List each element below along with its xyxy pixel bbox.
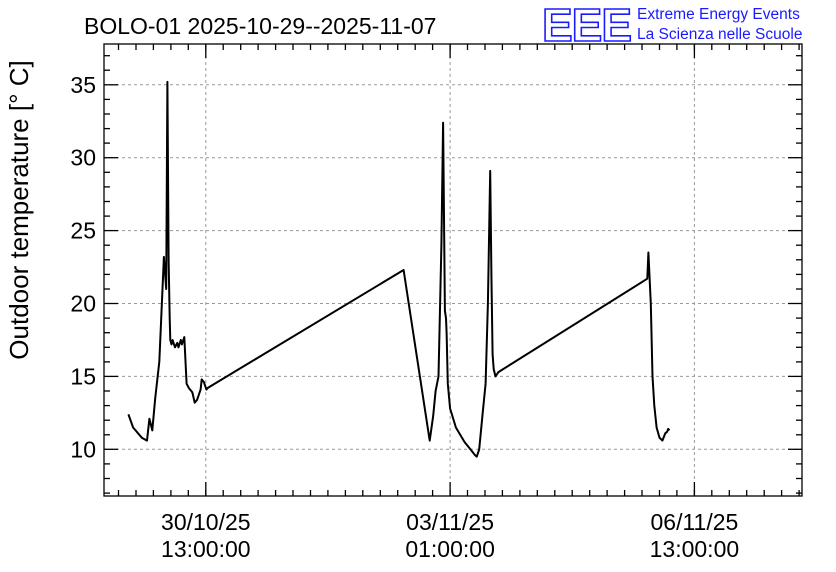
y-tick-label: 30 — [70, 145, 96, 171]
x-axis-ticks: 30/10/2513:00:0003/11/2501:00:0006/11/25… — [161, 44, 739, 562]
y-tick-label: 10 — [70, 436, 96, 462]
minor-ticks — [104, 44, 802, 496]
eee-logo-line2: La Scienza nelle Scuole — [637, 26, 802, 43]
y-tick-label: 20 — [70, 291, 96, 317]
grid-lines — [104, 44, 802, 496]
chart-title: BOLO-01 2025-10-29--2025-11-07 — [84, 13, 436, 39]
eee-logo-mark: EEE — [542, 0, 631, 51]
x-tick-time-label: 01:00:00 — [405, 536, 495, 562]
x-tick-time-label: 13:00:00 — [161, 536, 251, 562]
y-axis-ticks: 10 15 20 25 30 35 — [70, 72, 802, 462]
y-axis-title: Outdoor temperature [° C] — [4, 60, 34, 359]
x-tick-date-label: 30/10/25 — [161, 509, 251, 535]
eee-logo: EEE Extreme Energy Events La Scienza nel… — [541, 0, 802, 52]
eee-logo-line1: Extreme Energy Events — [637, 6, 800, 23]
temperature-series-line — [127, 80, 671, 458]
y-tick-label: 15 — [70, 363, 96, 389]
y-tick-label: 25 — [70, 218, 96, 244]
x-tick-time-label: 13:00:00 — [650, 536, 740, 562]
x-tick-date-label: 03/11/25 — [406, 509, 494, 535]
y-tick-label: 35 — [70, 72, 96, 98]
plot-frame — [103, 43, 803, 497]
x-tick-date-label: 06/11/25 — [650, 509, 738, 535]
